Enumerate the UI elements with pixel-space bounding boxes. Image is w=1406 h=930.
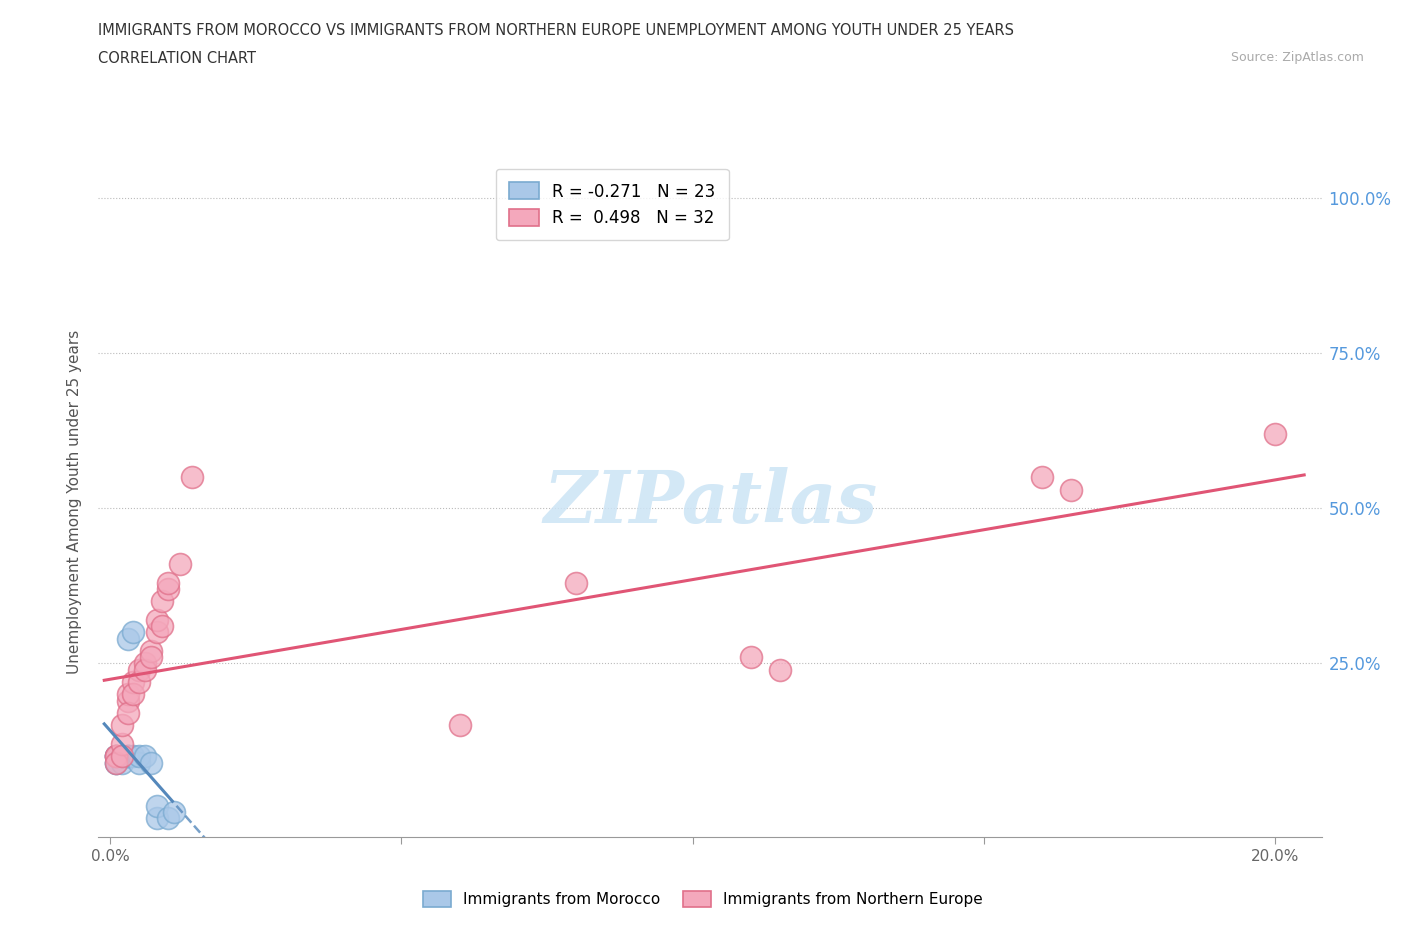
Point: [111, 749, 134, 764]
Point: [117, 687, 139, 702]
Point: [139, 755, 162, 770]
Point: [111, 718, 134, 733]
Point: [145, 811, 167, 826]
Point: [104, 749, 127, 764]
Point: [104, 755, 127, 770]
Point: [111, 749, 134, 764]
Point: [139, 650, 162, 665]
Point: [169, 557, 191, 572]
Point: [117, 749, 139, 764]
Point: [180, 470, 202, 485]
Legend: R = -0.271   N = 23, R =  0.498   N = 32: R = -0.271 N = 23, R = 0.498 N = 32: [495, 169, 728, 240]
Point: [122, 625, 145, 640]
Point: [139, 644, 162, 658]
Point: [145, 613, 167, 628]
Point: [122, 687, 145, 702]
Point: [128, 749, 150, 764]
Point: [128, 674, 150, 689]
Point: [104, 749, 127, 764]
Point: [104, 749, 127, 764]
Point: [145, 625, 167, 640]
Point: [134, 662, 156, 677]
Point: [111, 749, 134, 764]
Text: Source: ZipAtlas.com: Source: ZipAtlas.com: [1230, 51, 1364, 64]
Point: [769, 662, 792, 677]
Text: CORRELATION CHART: CORRELATION CHART: [98, 51, 256, 66]
Point: [163, 804, 186, 819]
Legend: Immigrants from Morocco, Immigrants from Northern Europe: Immigrants from Morocco, Immigrants from…: [418, 884, 988, 913]
Point: [117, 749, 139, 764]
Point: [111, 749, 134, 764]
Text: ZIPatlas: ZIPatlas: [543, 467, 877, 538]
Point: [128, 662, 150, 677]
Point: [104, 755, 127, 770]
Point: [122, 749, 145, 764]
Point: [117, 706, 139, 721]
Point: [152, 594, 174, 609]
Point: [111, 755, 134, 770]
Point: [449, 718, 471, 733]
Point: [565, 576, 588, 591]
Point: [122, 674, 145, 689]
Point: [117, 749, 139, 764]
Point: [152, 618, 174, 633]
Point: [1264, 427, 1286, 442]
Point: [111, 737, 134, 751]
Point: [104, 749, 127, 764]
Text: IMMIGRANTS FROM MOROCCO VS IMMIGRANTS FROM NORTHERN EUROPE UNEMPLOYMENT AMONG YO: IMMIGRANTS FROM MOROCCO VS IMMIGRANTS FR…: [98, 23, 1014, 38]
Point: [1031, 470, 1053, 485]
Point: [157, 576, 180, 591]
Point: [104, 755, 127, 770]
Point: [128, 755, 150, 770]
Point: [740, 650, 762, 665]
Point: [117, 693, 139, 708]
Point: [134, 656, 156, 671]
Point: [1060, 483, 1083, 498]
Point: [145, 799, 167, 814]
Point: [117, 631, 139, 646]
Point: [157, 581, 180, 596]
Point: [134, 749, 156, 764]
Y-axis label: Unemployment Among Youth under 25 years: Unemployment Among Youth under 25 years: [67, 330, 83, 674]
Point: [104, 749, 127, 764]
Point: [157, 811, 180, 826]
